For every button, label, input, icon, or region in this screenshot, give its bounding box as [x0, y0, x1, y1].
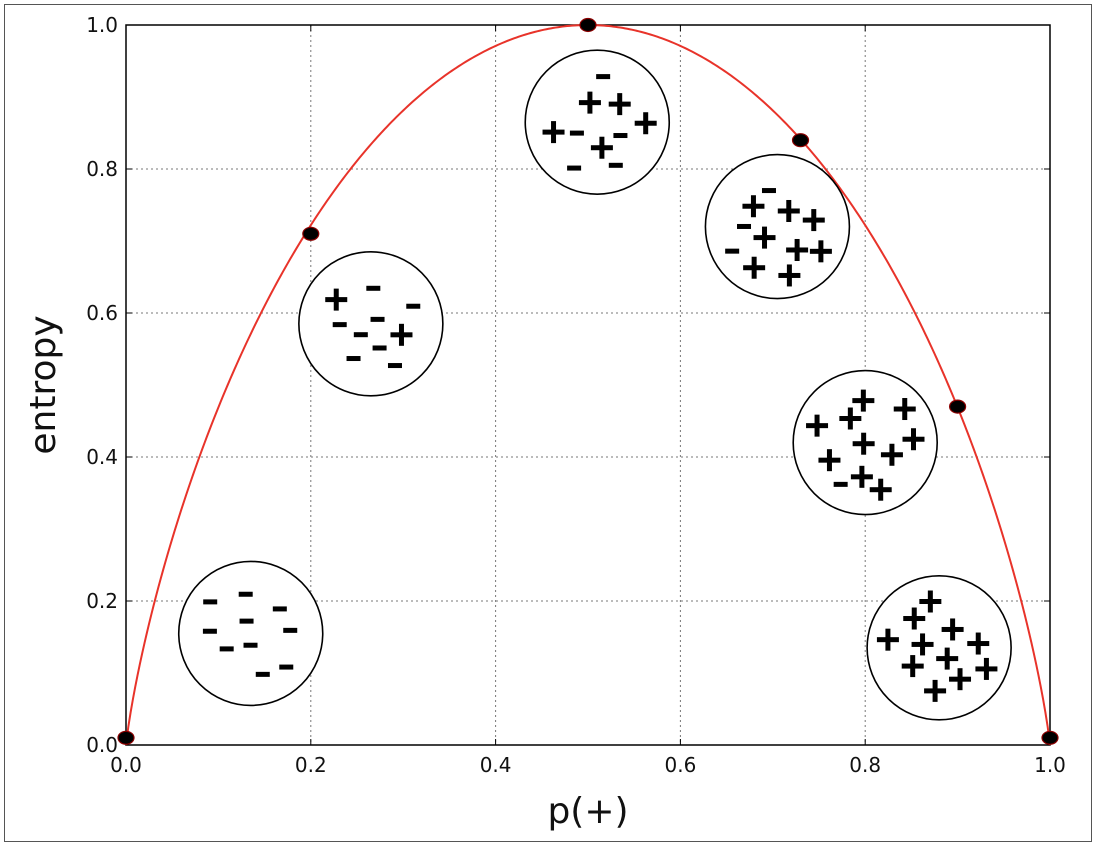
data-point — [948, 399, 967, 414]
plus-symbol-stem — [920, 633, 926, 656]
minus-symbol — [353, 332, 368, 338]
y-tick-label: 0.0 — [86, 733, 118, 757]
y-axis-label: entropy — [23, 315, 64, 454]
minus-symbol — [406, 303, 421, 309]
plus-symbol-stem — [861, 432, 867, 455]
data-points — [117, 17, 1059, 745]
sample-circle — [524, 49, 671, 195]
minus-symbol — [567, 165, 582, 171]
sample-circle — [792, 369, 939, 516]
minus-symbol — [833, 481, 848, 487]
minus-symbol — [372, 345, 387, 351]
figure-frame: 0.0 0.2 0.4 0.6 0.8 1.0 0.0 0.2 0.4 0.6 0.8 1.0 p(+… — [4, 4, 1092, 842]
plus-symbol-stem — [762, 226, 768, 249]
plus-symbol-stem — [878, 478, 884, 501]
plus-symbol-stem — [847, 407, 853, 430]
minus-symbol — [725, 248, 740, 254]
plus-symbol-stem — [944, 647, 950, 670]
plus-symbol-stem — [910, 655, 916, 678]
sample-circle-outline — [866, 574, 1012, 721]
minus-symbol — [387, 363, 402, 369]
x-axis-label: p(+) — [547, 791, 628, 832]
plus-symbol-stem — [750, 195, 756, 218]
plus-symbol-stem — [889, 443, 895, 466]
data-point — [791, 133, 810, 148]
plus-symbol-stem — [957, 668, 963, 691]
plus-symbol-stem — [860, 389, 866, 412]
plus-symbol-stem — [902, 398, 908, 421]
sample-circle — [704, 153, 851, 300]
sample-circles — [177, 49, 1012, 721]
data-point — [117, 730, 135, 745]
minus-symbol — [737, 223, 752, 229]
minus-symbol — [613, 133, 628, 139]
plus-symbol-stem — [885, 628, 891, 651]
plus-symbol-stem — [617, 93, 623, 116]
sample-circle-outline — [704, 153, 851, 300]
sample-circle-outline — [177, 560, 324, 707]
plus-symbol-stem — [786, 199, 792, 222]
minus-symbol — [243, 642, 258, 648]
minus-symbol — [279, 664, 294, 670]
minus-symbol — [203, 599, 218, 605]
minus-symbol — [255, 671, 270, 677]
plus-symbol-stem — [818, 240, 824, 263]
plus-symbol-stem — [643, 112, 649, 135]
plus-symbol-stem — [551, 121, 557, 144]
plus-symbol-stem — [859, 465, 865, 488]
plus-symbol-stem — [398, 323, 404, 346]
axis-ticks: 0.0 0.2 0.4 0.6 0.8 1.0 0.0 0.2 0.4 0.6 0.8 1.0 — [86, 13, 1066, 777]
plus-symbol-stem — [911, 607, 917, 630]
plus-symbol-stem — [826, 449, 832, 472]
data-point — [1041, 730, 1059, 745]
x-tick-label: 0.6 — [664, 753, 696, 777]
minus-symbol — [366, 285, 381, 291]
entropy-chart: 0.0 0.2 0.4 0.6 0.8 1.0 0.0 0.2 0.4 0.6 0.8 1.0 p(+… — [23, 13, 1066, 832]
minus-symbol — [346, 356, 361, 362]
minus-symbol — [202, 628, 217, 634]
minus-symbol — [272, 606, 287, 612]
plus-symbol-stem — [751, 256, 757, 279]
y-tick-label: 1.0 — [86, 13, 118, 37]
y-tick-label: 0.4 — [86, 445, 118, 469]
x-tick-label: 0.0 — [110, 753, 142, 777]
sample-circle — [866, 574, 1012, 721]
plus-symbol-stem — [599, 136, 605, 159]
plus-symbol-stem — [927, 590, 933, 613]
minus-symbol — [608, 162, 623, 168]
plus-symbol-stem — [950, 618, 956, 641]
plus-symbol-stem — [811, 209, 817, 232]
minus-symbol — [596, 74, 611, 80]
minus-symbol — [238, 591, 253, 597]
sample-circle-outline — [298, 250, 444, 397]
minus-symbol — [569, 130, 584, 136]
minus-symbol — [283, 627, 298, 633]
minus-symbol — [370, 316, 385, 322]
y-tick-label: 0.8 — [86, 157, 118, 181]
plus-symbol-stem — [932, 679, 938, 702]
x-tick-label: 0.8 — [849, 753, 881, 777]
x-tick-label: 0.4 — [480, 753, 512, 777]
plus-symbol-stem — [333, 288, 339, 311]
x-tick-label: 1.0 — [1034, 753, 1066, 777]
plus-symbol-stem — [983, 657, 989, 680]
plus-symbol-stem — [786, 264, 792, 287]
y-tick-label: 0.6 — [86, 301, 118, 325]
x-tick-label: 0.2 — [295, 753, 327, 777]
data-point — [579, 17, 597, 33]
sample-circle — [177, 560, 324, 707]
plus-symbol-stem — [975, 632, 981, 655]
plus-symbol-stem — [910, 428, 916, 451]
minus-symbol — [761, 188, 776, 194]
data-point — [302, 226, 320, 241]
minus-symbol — [219, 646, 234, 652]
sample-circle — [298, 250, 444, 397]
minus-symbol — [239, 618, 254, 624]
plus-symbol-stem — [587, 91, 593, 114]
minus-symbol — [332, 322, 347, 328]
plus-symbol-stem — [814, 414, 820, 437]
y-tick-label: 0.2 — [86, 589, 118, 613]
plus-symbol-stem — [794, 238, 800, 261]
sample-circle-outline — [524, 49, 671, 195]
